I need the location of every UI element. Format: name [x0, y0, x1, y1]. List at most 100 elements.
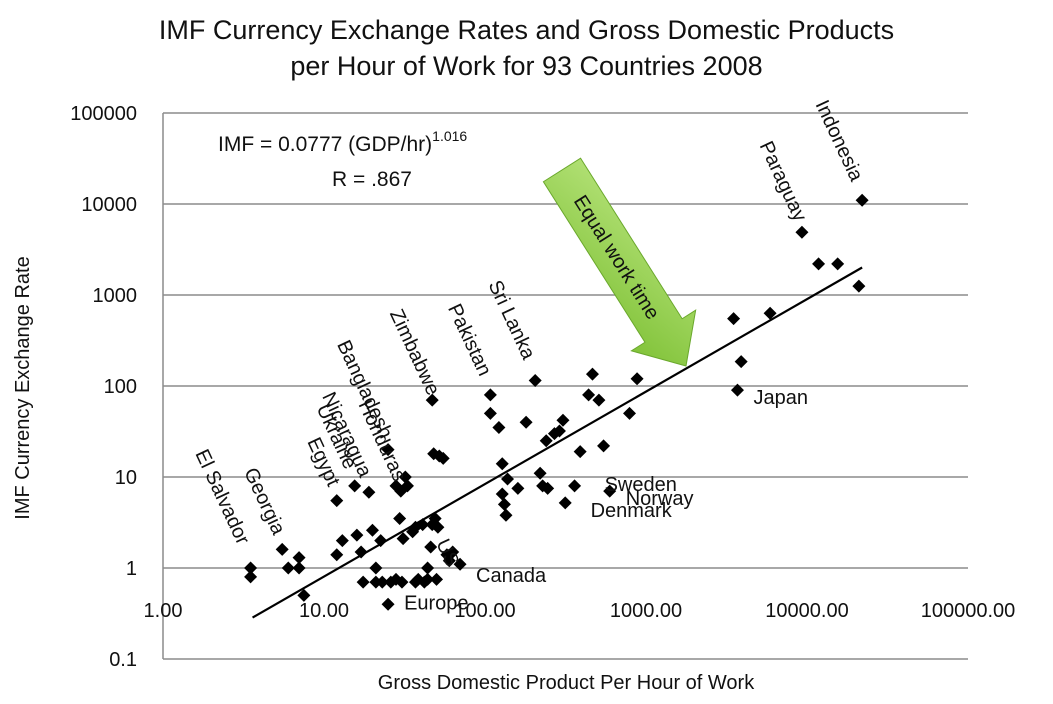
- data-point: [630, 372, 644, 386]
- arrow-shape-group: Equal work time: [542, 157, 697, 367]
- arrow-shape: [542, 157, 697, 367]
- data-point: [539, 434, 553, 448]
- x-tick-label: 10.00: [299, 600, 349, 622]
- data-point: [812, 257, 826, 271]
- country-label: Japan: [753, 387, 808, 409]
- gridlines: [163, 112, 968, 660]
- data-point: [795, 225, 809, 239]
- data-point: [431, 520, 445, 534]
- y-tick-label: 1: [126, 558, 137, 580]
- country-label: Paraguay: [755, 138, 811, 225]
- data-point: [424, 540, 438, 554]
- r-value-text: R = .867: [332, 168, 412, 191]
- data-point: [556, 413, 570, 427]
- trendline-group: [252, 266, 863, 619]
- data-point: [335, 534, 349, 548]
- chart-text: IMF = 0.0777 (GDP/hr)1.016 R = .867 Gros…: [12, 128, 755, 694]
- data-point: [430, 572, 444, 586]
- data-point: [533, 466, 547, 480]
- y-tick-label: 100: [104, 376, 137, 398]
- trendline: [252, 266, 863, 619]
- data-point: [396, 532, 410, 546]
- data-point: [552, 424, 566, 438]
- data-point: [330, 548, 344, 562]
- data-point: [541, 481, 555, 495]
- data-point: [568, 479, 582, 493]
- data-point: [416, 518, 430, 532]
- data-point: [582, 388, 596, 402]
- data-point: [497, 497, 511, 511]
- data-point: [592, 393, 606, 407]
- data-point: [528, 373, 542, 387]
- country-label: Sri Lanka: [484, 277, 540, 364]
- data-point: [492, 420, 506, 434]
- y-tick-label: 10: [115, 467, 137, 489]
- data-point: [623, 406, 637, 420]
- equation-prefix: IMF = 0.0777 (GDP/hr): [218, 133, 432, 156]
- data-point: [421, 572, 435, 586]
- data-point: [421, 561, 435, 575]
- data-point: [446, 545, 460, 559]
- data-point: [395, 575, 409, 589]
- x-tick-label: 100000.00: [921, 600, 1016, 622]
- country-label: Zimbabwe: [385, 306, 444, 399]
- data-point: [292, 561, 306, 575]
- data-point: [275, 542, 289, 556]
- data-point: [734, 355, 748, 369]
- axes: 0.1 1 10 100 1000 10000 100000 1.00 10.00 100.00 1…: [70, 103, 1015, 671]
- y-tick-label: 1000: [93, 285, 138, 307]
- data-point: [244, 570, 258, 584]
- data-point: [501, 472, 515, 486]
- data-point: [730, 383, 744, 397]
- country-label: Canada: [476, 565, 547, 587]
- data-point: [381, 443, 395, 457]
- data-point: [852, 279, 866, 293]
- country-label: Europe: [404, 592, 469, 614]
- data-point: [483, 406, 497, 420]
- data-point: [297, 588, 311, 602]
- country-label: Pakistan: [443, 301, 495, 380]
- country-label: Indonesia: [811, 97, 868, 186]
- data-point: [763, 306, 777, 320]
- data-point: [375, 575, 389, 589]
- chart-title-line-1: IMF Currency Exchange Rates and Gross Do…: [158, 15, 895, 45]
- data-point: [354, 545, 368, 559]
- country-label: Norway: [626, 488, 694, 510]
- data-point: [573, 445, 587, 459]
- arrow-label: Equal work time: [569, 192, 664, 324]
- data-point: [499, 508, 513, 522]
- x-tick-label: 10000.00: [765, 600, 848, 622]
- x-axis-title: Gross Domestic Product Per Hour of Work: [378, 672, 755, 694]
- country-label: El Salvador: [190, 446, 253, 548]
- data-point: [597, 439, 611, 453]
- x-tick-label: 1.00: [144, 600, 183, 622]
- y-tick-label: 100000: [70, 103, 137, 125]
- data-point: [369, 561, 383, 575]
- data-point: [281, 561, 295, 575]
- country-label: Sweden: [605, 474, 677, 496]
- y-tick-label: 0.1: [109, 649, 137, 671]
- data-point: [495, 487, 509, 501]
- data-point: [585, 367, 599, 381]
- chart-title: IMF Currency Exchange Rates and Gross Do…: [0, 12, 1053, 84]
- y-axis-title: IMF Currency Exchange Rate: [12, 256, 34, 519]
- data-point: [330, 494, 344, 508]
- data-point: [436, 451, 450, 465]
- data-point: [558, 496, 572, 510]
- data-point: [362, 485, 376, 499]
- x-tick-label: 1000.00: [610, 600, 682, 622]
- data-point: [519, 415, 533, 429]
- data-point: [511, 481, 525, 495]
- equal-work-time-arrow: Equal work time: [542, 157, 697, 367]
- point-labels: El SalvadorGeorgiaEgyptUkraineNicaraguaB…: [190, 97, 867, 615]
- data-point: [398, 470, 412, 484]
- data-point: [350, 528, 364, 542]
- data-point: [374, 534, 388, 548]
- equation-exponent: 1.016: [432, 128, 467, 144]
- data-point: [244, 561, 258, 575]
- data-point: [453, 557, 467, 571]
- data-point: [483, 388, 497, 402]
- country-label: Denmark: [591, 500, 673, 522]
- data-point: [393, 511, 407, 525]
